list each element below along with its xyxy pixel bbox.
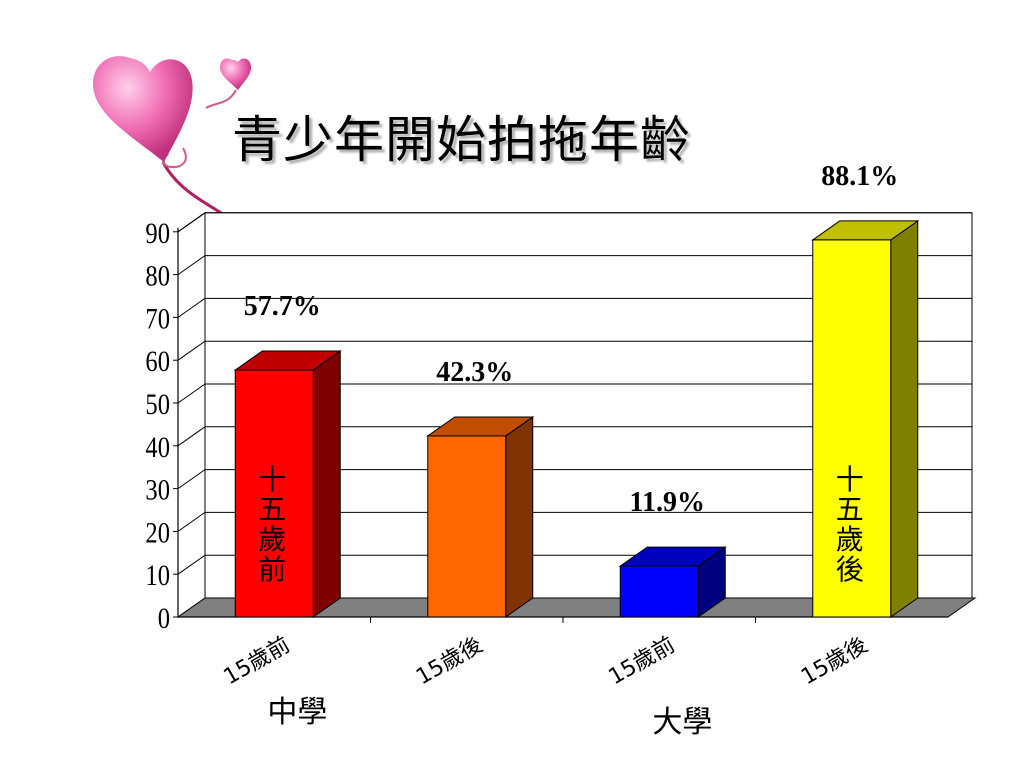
bar-annotation: 十五歲後 [836,463,864,586]
y-tick-label: 30 [145,473,170,506]
gridline [177,511,972,532]
bar [618,546,727,618]
data-label: 88.1% [821,161,898,192]
group-label: 中學 [267,695,327,730]
bar-side [312,350,341,618]
page-title: 青少年開始拍拖年齡 [232,111,691,169]
y-tick-label: 90 [145,217,170,250]
bar: 十五歲後 [811,219,920,618]
data-label: 42.3% [436,357,513,388]
gridline [177,469,972,490]
bar-annotation: 十五歲前 [258,463,286,586]
data-label: 57.7% [244,291,321,322]
y-tick-label: 70 [145,302,170,335]
bar-front [234,369,314,618]
gridline [177,426,972,447]
side-wall [177,211,206,618]
gridline [177,383,972,404]
gridline [177,297,972,318]
bar-front [427,435,507,618]
y-tick-label: 80 [145,259,170,292]
bar: 十五歲前 [233,350,342,618]
y-tick-label: 20 [145,516,170,549]
y-tick-label: 60 [145,345,170,378]
bar-front [619,565,699,618]
gridline [177,255,972,276]
x-tick-label: 15歲後 [412,633,487,691]
gridline [177,212,972,233]
group-label: 大學 [652,705,712,740]
y-tick-label: 0 [158,602,170,635]
x-tick-label: 15歲前 [220,633,295,691]
bar-side [890,219,919,618]
y-tick-label: 10 [145,559,170,592]
bar-front [812,239,892,618]
x-tick-label: 15歲後 [797,633,872,691]
bar-side [505,415,534,618]
y-tick-label: 40 [145,431,170,464]
y-tick-label: 50 [145,388,170,421]
data-label: 11.9% [630,487,705,518]
x-tick-label: 15歲前 [605,633,680,691]
bar [426,415,535,618]
gridline [177,340,972,361]
